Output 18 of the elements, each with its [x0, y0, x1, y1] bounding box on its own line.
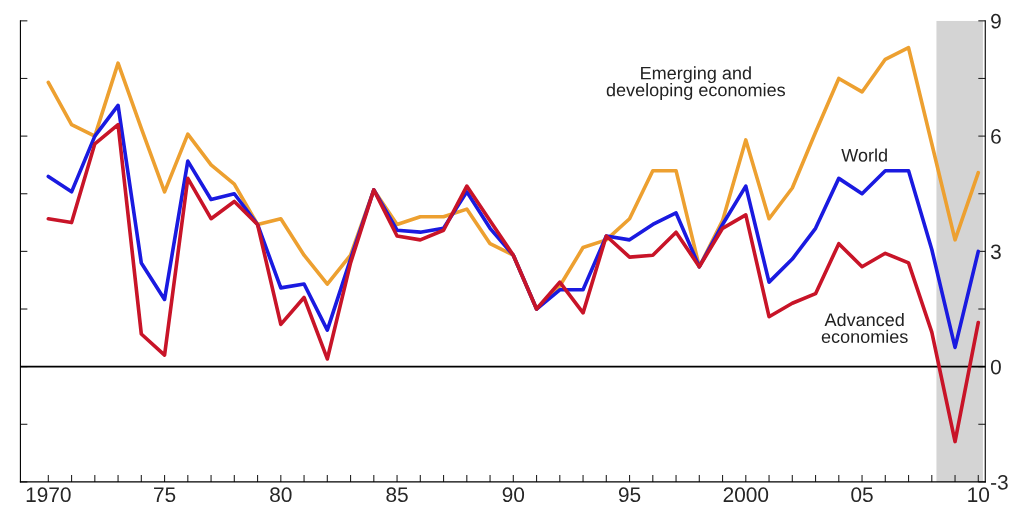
- y-tick-label: 0: [990, 359, 1001, 375]
- y-tick-label: -3: [991, 474, 1008, 490]
- line-series: [46, 122, 981, 444]
- x-tick-label: 1970: [26, 487, 71, 503]
- x-tick-label: 85: [386, 487, 408, 503]
- series-label: World: [841, 148, 887, 162]
- y-tick-label: 9: [991, 13, 1001, 29]
- x-tick-label: 95: [618, 487, 641, 503]
- series-label: Advanced economies: [821, 312, 908, 344]
- y-tick-label: 3: [990, 244, 1001, 260]
- y-tick-label: 6: [991, 129, 1001, 144]
- x-tick-label: 10: [968, 487, 990, 503]
- x-tick-label: 2000: [723, 487, 769, 503]
- x-tick-label: 75: [154, 487, 176, 503]
- x-tick-label: 80: [270, 487, 292, 503]
- text: Emerging and developing economies: [606, 66, 785, 100]
- x-tick-label: 05: [851, 487, 873, 503]
- x-tick-label: 90: [502, 487, 525, 503]
